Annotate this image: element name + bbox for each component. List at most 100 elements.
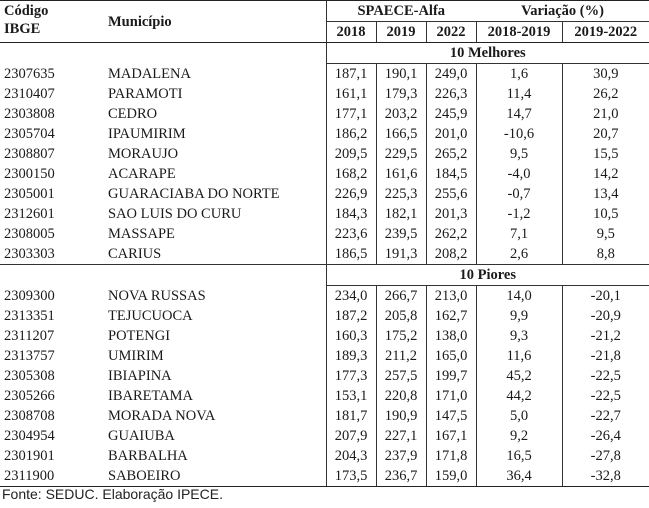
- cell-2018: 173,5: [325, 466, 376, 487]
- cell-code: 2312601: [4, 206, 55, 222]
- cell-var-2019-2022: 10,5: [561, 204, 649, 224]
- cell-municipality: MADALENA: [108, 65, 191, 82]
- cell-2018: 161,1: [325, 84, 376, 104]
- cell-var-2019-2022: -22,7: [561, 406, 649, 426]
- section-row: 10 Piores: [0, 264, 649, 286]
- cell-code: 2305266: [4, 388, 55, 404]
- cell-2022: 167,1: [425, 426, 477, 446]
- table-row: 2305704 IPAUMIRIM 186,2 166,5 201,0 -10,6 20,7: [0, 124, 649, 144]
- header-municipality: Município: [108, 0, 326, 43]
- cell-municipality: BARBALHA: [108, 448, 188, 464]
- cell-code: 2301901: [4, 448, 55, 464]
- cell-municipality: TEJUCUOCA: [108, 308, 193, 324]
- cell-municipality: MASSAPE: [108, 226, 175, 242]
- cell-2019: 266,7: [375, 285, 426, 306]
- cell-2019: 175,2: [375, 326, 426, 346]
- table-row: 2303303 CARIUS 186,5 191,3 208,2 2,6 8,8: [0, 244, 649, 265]
- table-row: 2301901 BARBALHA 204,3 237,9 171,8 16,5 -27,8: [0, 446, 649, 466]
- cell-2022: 199,7: [425, 366, 477, 386]
- header-year-2019: 2019: [375, 21, 426, 43]
- header-period-2019-2022: 2019-2022: [561, 21, 649, 43]
- cell-2018: 177,3: [325, 366, 376, 386]
- cell-2018: 187,2: [325, 306, 376, 326]
- cell-2019: 182,1: [375, 204, 426, 224]
- cell-2022: 226,3: [425, 84, 477, 104]
- cell-var-2019-2022: 9,5: [561, 224, 649, 244]
- cell-municipality: ACARAPE: [108, 166, 176, 182]
- cell-var-2018-2019: 36,4: [475, 466, 563, 487]
- cell-2019: 191,3: [375, 244, 426, 265]
- cell-2018: 204,3: [325, 446, 376, 466]
- cell-var-2019-2022: -21,8: [561, 346, 649, 366]
- cell-2019: 179,3: [375, 84, 426, 104]
- cell-2018: 187,1: [325, 63, 376, 84]
- cell-2022: 171,8: [425, 446, 477, 466]
- cell-code: 2308807: [4, 146, 55, 162]
- table-row: 2305308 IBIAPINA 177,3 257,5 199,7 45,2 -22,5: [0, 366, 649, 386]
- cell-var-2019-2022: -27,8: [561, 446, 649, 466]
- spaece-table: Código IBGE Município SPAECE-Alfa Variaçã…: [0, 0, 649, 487]
- cell-var-2018-2019: 1,6: [475, 63, 563, 84]
- header-variation: Variação (%): [476, 0, 649, 22]
- cell-code: 2309300: [4, 287, 55, 304]
- table-row: 2305001 GUARACIABA DO NORTE 226,9 225,3 255,…: [0, 184, 649, 204]
- table-row: 2303808 CEDRO 177,1 203,2 245,9 14,7 21,0: [0, 104, 649, 124]
- cell-var-2019-2022: 8,8: [561, 244, 649, 265]
- table-row: 2310407 PARAMOTI 161,1 179,3 226,3 11,4 26,2: [0, 84, 649, 104]
- cell-2022: 147,5: [425, 406, 477, 426]
- cell-var-2019-2022: 20,7: [561, 124, 649, 144]
- cell-municipality: SABOEIRO: [108, 466, 326, 487]
- cell-municipality: POTENGI: [108, 328, 171, 344]
- table-row: 2300150 ACARAPE 168,2 161,6 184,5 -4,0 14,2: [0, 164, 649, 184]
- cell-municipality: MORADA NOVA: [108, 408, 216, 424]
- cell-municipality: IPAUMIRIM: [108, 126, 186, 142]
- cell-2019: 236,7: [375, 466, 426, 487]
- cell-var-2018-2019: 45,2: [475, 366, 563, 386]
- cell-var-2019-2022: -21,2: [561, 326, 649, 346]
- section-spacer: [0, 264, 326, 286]
- cell-2019: 211,2: [375, 346, 426, 366]
- cell-2022: 262,2: [425, 224, 477, 244]
- cell-var-2018-2019: 7,1: [475, 224, 563, 244]
- cell-var-2019-2022: 26,2: [561, 84, 649, 104]
- table-body: 10 Melhores 2307635 MADALENA 187,1 190,1 249,…: [0, 42, 649, 487]
- cell-var-2018-2019: -4,0: [475, 164, 563, 184]
- table-header: Código IBGE Município SPAECE-Alfa Variaçã…: [0, 0, 649, 43]
- cell-2022: 201,3: [425, 204, 477, 224]
- cell-2019: 166,5: [375, 124, 426, 144]
- cell-var-2019-2022: -20,1: [561, 285, 649, 306]
- cell-code: 2307635: [4, 65, 55, 82]
- cell-code: 2305704: [4, 126, 55, 142]
- cell-var-2018-2019: 2,6: [475, 244, 563, 265]
- table-row: 2307635 MADALENA 187,1 190,1 249,0 1,6 30,9: [0, 63, 649, 84]
- cell-2022: 159,0: [425, 466, 477, 487]
- cell-var-2019-2022: 14,2: [561, 164, 649, 184]
- cell-2018: 223,6: [325, 224, 376, 244]
- cell-code: 2308005: [4, 226, 55, 242]
- cell-2018: 184,3: [325, 204, 376, 224]
- cell-municipality: GUARACIABA DO NORTE: [108, 186, 280, 202]
- cell-2018: 209,5: [325, 144, 376, 164]
- cell-var-2019-2022: 21,0: [561, 104, 649, 124]
- cell-municipality: IBIAPINA: [108, 368, 172, 384]
- cell-2019: 239,5: [375, 224, 426, 244]
- cell-2018: 207,9: [325, 426, 376, 446]
- cell-municipality: GUAIUBA: [108, 428, 175, 444]
- cell-code: 2303303: [4, 246, 55, 262]
- cell-2019: 190,9: [375, 406, 426, 426]
- cell-2018: 189,3: [325, 346, 376, 366]
- table-row: 2305266 IBARETAMA 153,1 220,8 171,0 44,2 -22,5: [0, 386, 649, 406]
- cell-code: 2313351: [4, 308, 55, 324]
- cell-code: 2311207: [4, 328, 55, 344]
- cell-var-2019-2022: 15,5: [561, 144, 649, 164]
- cell-var-2019-2022: -20,9: [561, 306, 649, 326]
- cell-2019: 257,5: [375, 366, 426, 386]
- section-row: 10 Melhores: [0, 42, 649, 64]
- cell-code: 2300150: [4, 166, 55, 182]
- cell-var-2018-2019: 9,2: [475, 426, 563, 446]
- table-row: 2311207 POTENGI 160,3 175,2 138,0 9,3 -21,2: [0, 326, 649, 346]
- cell-2018: 181,7: [325, 406, 376, 426]
- header-spaece-alfa: SPAECE-Alfa: [325, 0, 477, 22]
- cell-var-2018-2019: 14,0: [475, 285, 563, 306]
- cell-var-2018-2019: -0,7: [475, 184, 563, 204]
